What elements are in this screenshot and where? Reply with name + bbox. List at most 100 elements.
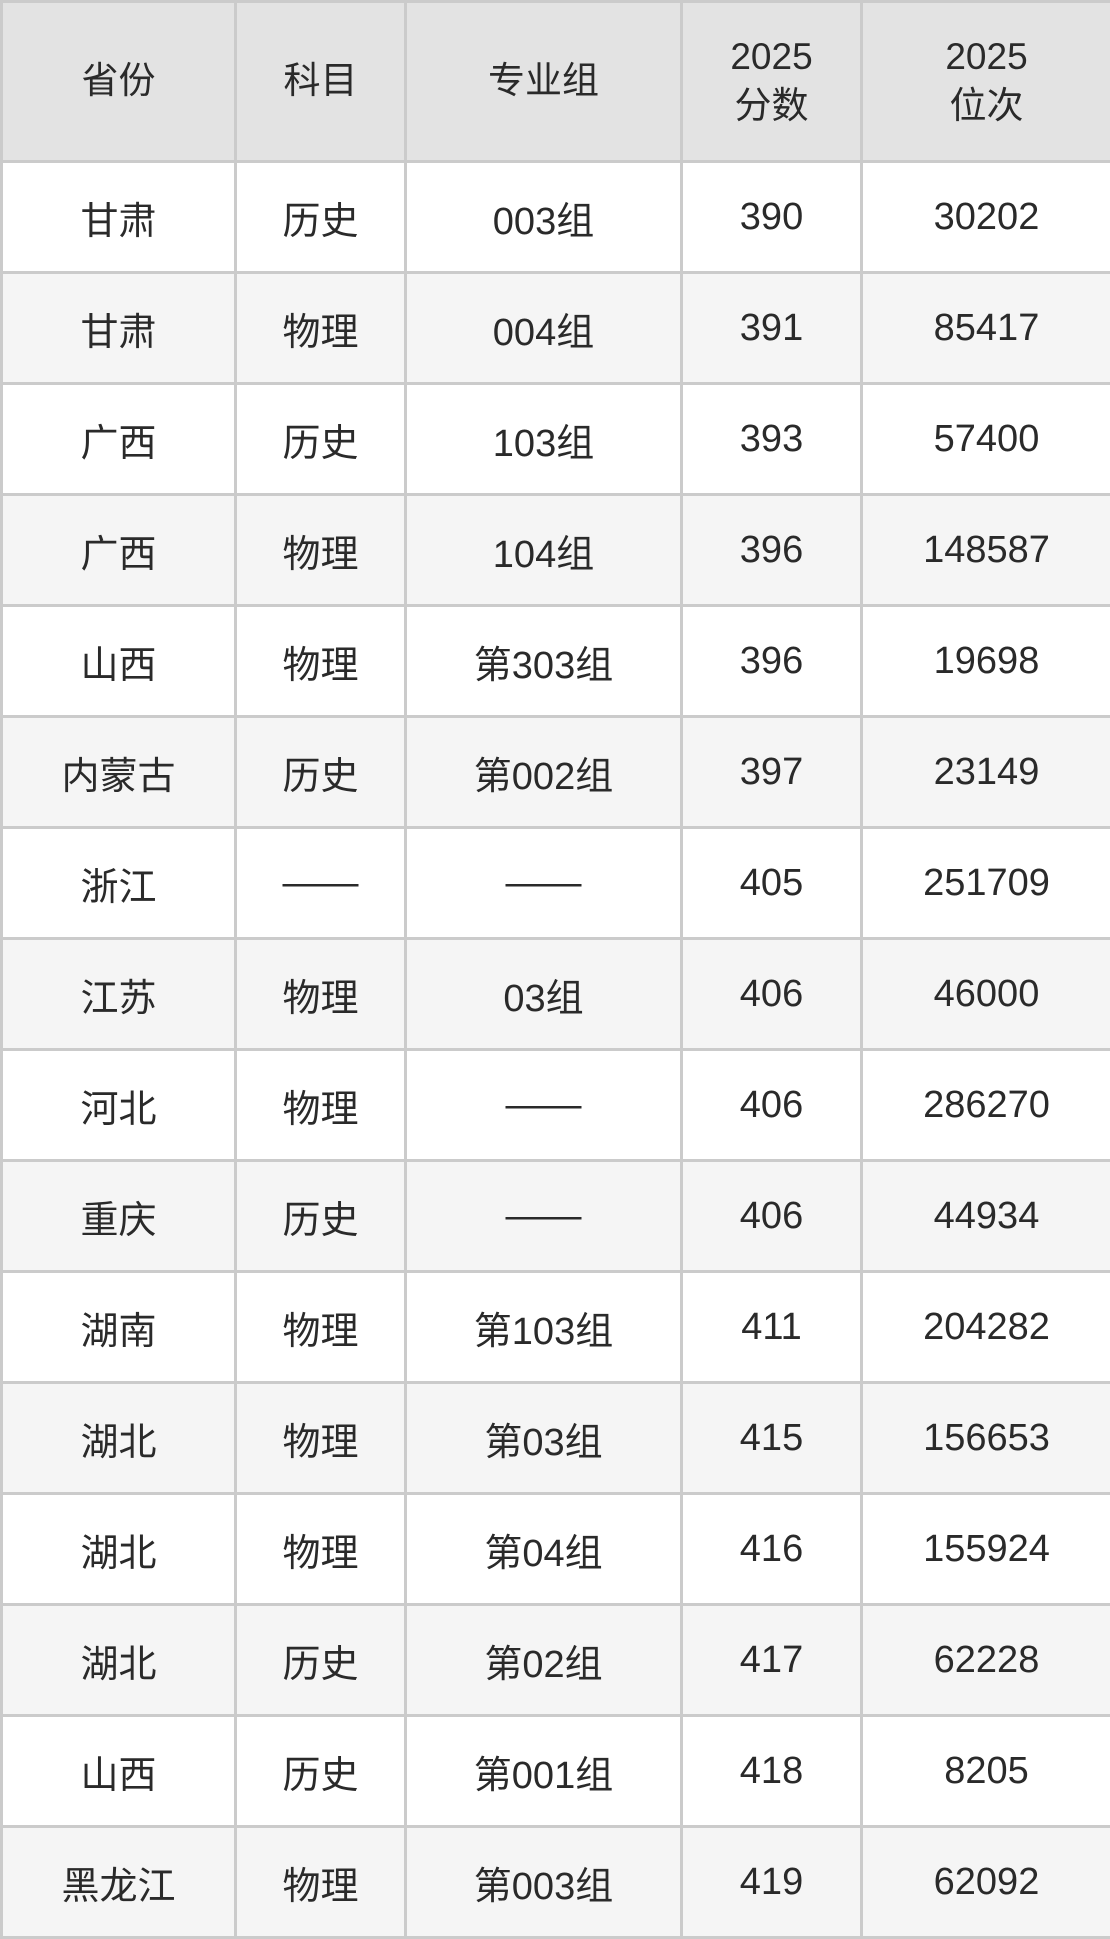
table-cell: 396	[682, 495, 862, 606]
table-cell: 46000	[862, 939, 1110, 1050]
table-cell: 甘肃	[2, 273, 236, 384]
table-cell: 第003组	[406, 1827, 682, 1938]
table-cell: 405	[682, 828, 862, 939]
table-cell: 286270	[862, 1050, 1110, 1161]
table-cell: 历史	[236, 1716, 406, 1827]
table-cell: 03组	[406, 939, 682, 1050]
table-cell: 湖北	[2, 1605, 236, 1716]
table-cell: 重庆	[2, 1161, 236, 1272]
table-cell: 155924	[862, 1494, 1110, 1605]
table-cell: 393	[682, 384, 862, 495]
table-cell: 历史	[236, 717, 406, 828]
table-cell: 黑龙江	[2, 1827, 236, 1938]
table-cell: 103组	[406, 384, 682, 495]
header-row: 省份 科目 专业组 2025 分数 2025 位次	[2, 2, 1110, 162]
table-cell: 406	[682, 1161, 862, 1272]
table-cell: 物理	[236, 1272, 406, 1383]
table-cell: 416	[682, 1494, 862, 1605]
table-cell: 第02组	[406, 1605, 682, 1716]
table-cell: 19698	[862, 606, 1110, 717]
table-cell: 411	[682, 1272, 862, 1383]
table-cell: 广西	[2, 384, 236, 495]
table-cell: 415	[682, 1383, 862, 1494]
table-cell: 62228	[862, 1605, 1110, 1716]
header-cell-rank-2025: 2025 位次	[862, 2, 1110, 162]
table-cell: 物理	[236, 1050, 406, 1161]
table-cell: 甘肃	[2, 162, 236, 273]
table-cell: 广西	[2, 495, 236, 606]
table-cell: 第303组	[406, 606, 682, 717]
table-cell: 406	[682, 1050, 862, 1161]
table-cell: 396	[682, 606, 862, 717]
table-cell: 湖南	[2, 1272, 236, 1383]
table-cell: 物理	[236, 606, 406, 717]
header-cell-subject: 科目	[236, 2, 406, 162]
table-cell: ——	[236, 828, 406, 939]
table-cell: 148587	[862, 495, 1110, 606]
table-cell: ——	[406, 828, 682, 939]
table-cell: 57400	[862, 384, 1110, 495]
table-cell: 44934	[862, 1161, 1110, 1272]
table-cell: 204282	[862, 1272, 1110, 1383]
table-cell: 湖北	[2, 1494, 236, 1605]
table-cell: 30202	[862, 162, 1110, 273]
table-cell: 第001组	[406, 1716, 682, 1827]
table-cell: ——	[406, 1161, 682, 1272]
table-cell: 390	[682, 162, 862, 273]
table-cell: 物理	[236, 1383, 406, 1494]
table-cell: 8205	[862, 1716, 1110, 1827]
table-cell: 004组	[406, 273, 682, 384]
header-cell-major-group: 专业组	[406, 2, 682, 162]
table-cell: 104组	[406, 495, 682, 606]
table-cell: 山西	[2, 1716, 236, 1827]
table-cell: 第002组	[406, 717, 682, 828]
header-cell-score-2025: 2025 分数	[682, 2, 862, 162]
table-cell: 历史	[236, 162, 406, 273]
table-cell: 85417	[862, 273, 1110, 384]
table-header: 省份 科目 专业组 2025 分数 2025 位次	[2, 2, 1110, 162]
table-cell: 62092	[862, 1827, 1110, 1938]
table-cell: 江苏	[2, 939, 236, 1050]
table-cell: 003组	[406, 162, 682, 273]
table-cell: 物理	[236, 1827, 406, 1938]
header-cell-province: 省份	[2, 2, 236, 162]
table-cell: 物理	[236, 273, 406, 384]
table-cell: 内蒙古	[2, 717, 236, 828]
table-cell: 湖北	[2, 1383, 236, 1494]
table-cell: 419	[682, 1827, 862, 1938]
table-cell: 406	[682, 939, 862, 1050]
table-cell: 391	[682, 273, 862, 384]
table-cell: 23149	[862, 717, 1110, 828]
table-cell: 417	[682, 1605, 862, 1716]
table-cell: 历史	[236, 1161, 406, 1272]
table-cell: 山西	[2, 606, 236, 717]
table-cell: 第103组	[406, 1272, 682, 1383]
table-cell: 物理	[236, 495, 406, 606]
table-cell: 河北	[2, 1050, 236, 1161]
table-cell: 156653	[862, 1383, 1110, 1494]
table-cell: 418	[682, 1716, 862, 1827]
table-cell: 浙江	[2, 828, 236, 939]
table-cell: 第03组	[406, 1383, 682, 1494]
table-cell: 251709	[862, 828, 1110, 939]
table-cell: 物理	[236, 1494, 406, 1605]
table-cell: ——	[406, 1050, 682, 1161]
table-cell: 物理	[236, 939, 406, 1050]
